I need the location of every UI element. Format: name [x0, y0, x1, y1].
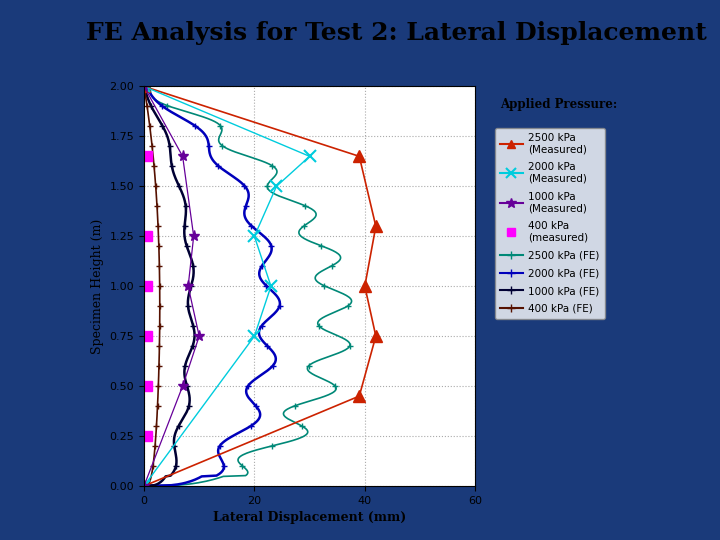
Text: Applied Pressure:: Applied Pressure: — [500, 98, 617, 111]
X-axis label: Lateral Displacement (mm): Lateral Displacement (mm) — [213, 511, 406, 524]
Text: FE Analysis for Test 2: Lateral Displacement: FE Analysis for Test 2: Lateral Displace… — [86, 21, 706, 45]
Legend: 2500 kPa
(Measured), 2000 kPa
(Measured), 1000 kPa
(Measured), 400 kPa
(measured: 2500 kPa (Measured), 2000 kPa (Measured)… — [495, 127, 605, 319]
Y-axis label: Specimen Height (m): Specimen Height (m) — [91, 219, 104, 354]
